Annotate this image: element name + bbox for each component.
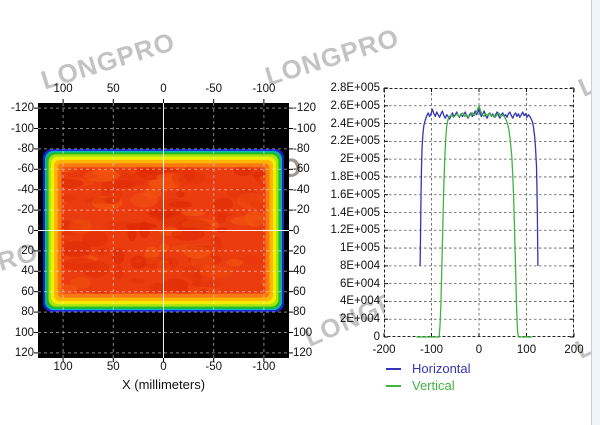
watermark-text: LONGPRO — [37, 26, 179, 96]
tick-label: 6E+004 — [340, 277, 380, 290]
legend-item-horizontal: Horizontal — [386, 360, 471, 377]
tick-label: 1.4E+005 — [330, 206, 380, 219]
tick-label: 1.8E+005 — [330, 170, 380, 183]
tick-label: 50 — [106, 361, 120, 373]
tick-label: -200 — [372, 344, 396, 356]
tick-label: -100 — [252, 361, 276, 373]
legend: Horizontal Vertical — [386, 360, 471, 394]
tick-label: -100 — [252, 83, 276, 95]
tick-label: 40 — [293, 265, 306, 278]
panel-divider — [591, 0, 592, 425]
tick-label: 100 — [53, 83, 73, 95]
tick-label: -50 — [205, 83, 222, 95]
tick-label: 120 — [293, 346, 313, 359]
tick-label: 1.6E+005 — [330, 188, 380, 201]
tick-label: 80 — [21, 306, 34, 319]
tick-label: -60 — [293, 163, 310, 176]
heatmap-image — [34, 99, 293, 362]
tick-label: 1.2E+005 — [330, 224, 380, 237]
tick-label: -80 — [17, 142, 34, 155]
tick-label: 2.4E+005 — [330, 117, 380, 130]
tick-label: -100 — [419, 344, 444, 356]
tick-label: -40 — [17, 183, 34, 196]
tick-label: 2E+005 — [340, 153, 380, 166]
tick-label: -20 — [17, 204, 34, 217]
profile-plot-area — [383, 87, 575, 338]
legend-line-sample — [386, 367, 401, 370]
profile-curves — [383, 87, 575, 338]
x-axis-title: X (millimeters) — [121, 377, 206, 392]
tick-label: 120 — [14, 346, 34, 359]
tick-label: 4E+004 — [340, 295, 380, 308]
tick-label: 100 — [53, 361, 73, 373]
tick-label: 0 — [27, 224, 34, 237]
tick-label: -50 — [205, 361, 222, 373]
tick-label: -80 — [293, 142, 310, 155]
tick-label: 1E+005 — [340, 242, 380, 255]
tick-label: 100 — [516, 344, 537, 356]
heatmap-plot-area — [34, 99, 293, 362]
tick-label: -120 — [10, 102, 34, 115]
tick-label: 60 — [293, 285, 306, 298]
tick-label: 50 — [106, 83, 120, 95]
tick-label: 2.8E+005 — [330, 82, 380, 94]
tick-label: -100 — [10, 122, 34, 135]
tick-label: 8E+004 — [340, 259, 380, 272]
tick-label: 0 — [160, 361, 167, 373]
tick-label: 200 — [564, 344, 584, 356]
panel-edge-strip — [592, 0, 600, 425]
tick-label: 0 — [373, 331, 380, 343]
legend-line-sample — [386, 384, 401, 387]
tick-label: -120 — [293, 102, 317, 115]
tick-label: -20 — [293, 204, 310, 217]
tick-label: 0 — [293, 224, 300, 237]
tick-label: 80 — [293, 306, 306, 319]
legend-label: Vertical — [412, 378, 455, 393]
watermark-text: LONGPRO — [261, 22, 403, 92]
tick-label: 40 — [21, 265, 34, 278]
tick-label: 0 — [475, 344, 483, 356]
tick-label: 2.2E+005 — [330, 135, 380, 148]
tick-label: 2.6E+005 — [330, 99, 380, 112]
legend-item-vertical: Vertical — [386, 377, 471, 394]
tick-label: 20 — [293, 244, 306, 257]
tick-label: -40 — [293, 183, 310, 196]
tick-label: -60 — [17, 163, 34, 176]
tick-label: 60 — [21, 285, 34, 298]
tick-label: 0 — [160, 83, 167, 95]
tick-label: 20 — [21, 244, 34, 257]
legend-label: Horizontal — [412, 361, 471, 376]
tick-label: 100 — [293, 326, 313, 339]
tick-label: 100 — [14, 326, 34, 339]
tick-label: -100 — [293, 122, 317, 135]
tick-label: 2E+004 — [340, 313, 380, 326]
